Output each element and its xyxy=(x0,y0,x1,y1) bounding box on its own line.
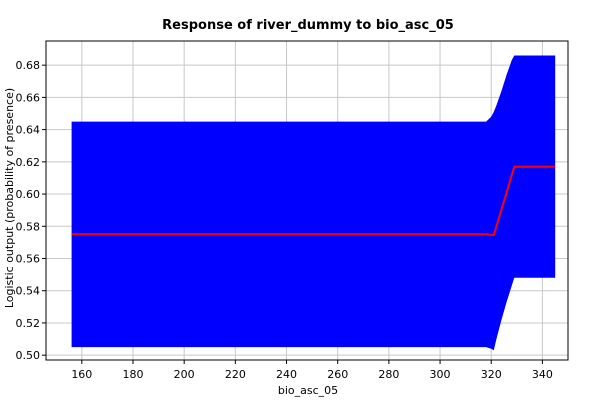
line-layer xyxy=(71,165,556,237)
x-axis-label: bio_asc_05 xyxy=(278,384,338,397)
x-tick-label: 340 xyxy=(532,368,553,381)
tick-layer: 160 180 200 220 240 260 280 300 320 340 0.50 0.52 0.… xyxy=(16,59,553,381)
x-tick-label: 180 xyxy=(123,368,144,381)
confidence-band xyxy=(71,55,556,351)
y-tick-label: 0.62 xyxy=(16,156,41,169)
y-tick-label: 0.58 xyxy=(16,220,41,233)
plot-frame xyxy=(45,40,569,361)
y-tick-label: 0.68 xyxy=(16,59,41,72)
y-axis-label: Logistic output (probability of presence… xyxy=(3,88,16,308)
x-tick-label: 300 xyxy=(430,368,451,381)
y-tick-label: 0.54 xyxy=(16,285,41,298)
chart-title: Response of river_dummy to bio_asc_05 xyxy=(162,18,454,33)
y-tick-label: 0.52 xyxy=(16,317,41,330)
y-tick-label: 0.64 xyxy=(16,124,41,137)
x-tick-label: 280 xyxy=(378,368,399,381)
y-tick-label: 0.50 xyxy=(16,349,41,362)
y-tick-label: 0.56 xyxy=(16,253,41,266)
mean-response-line xyxy=(71,165,556,237)
band-layer xyxy=(71,55,556,351)
y-tick-label: 0.60 xyxy=(16,188,41,201)
x-tick-label: 160 xyxy=(71,368,92,381)
x-tick-label: 320 xyxy=(481,368,502,381)
x-tick-label: 240 xyxy=(276,368,297,381)
y-tick-label: 0.66 xyxy=(16,91,41,104)
x-tick-label: 260 xyxy=(327,368,348,381)
x-tick-label: 220 xyxy=(225,368,246,381)
x-tick-label: 200 xyxy=(174,368,195,381)
